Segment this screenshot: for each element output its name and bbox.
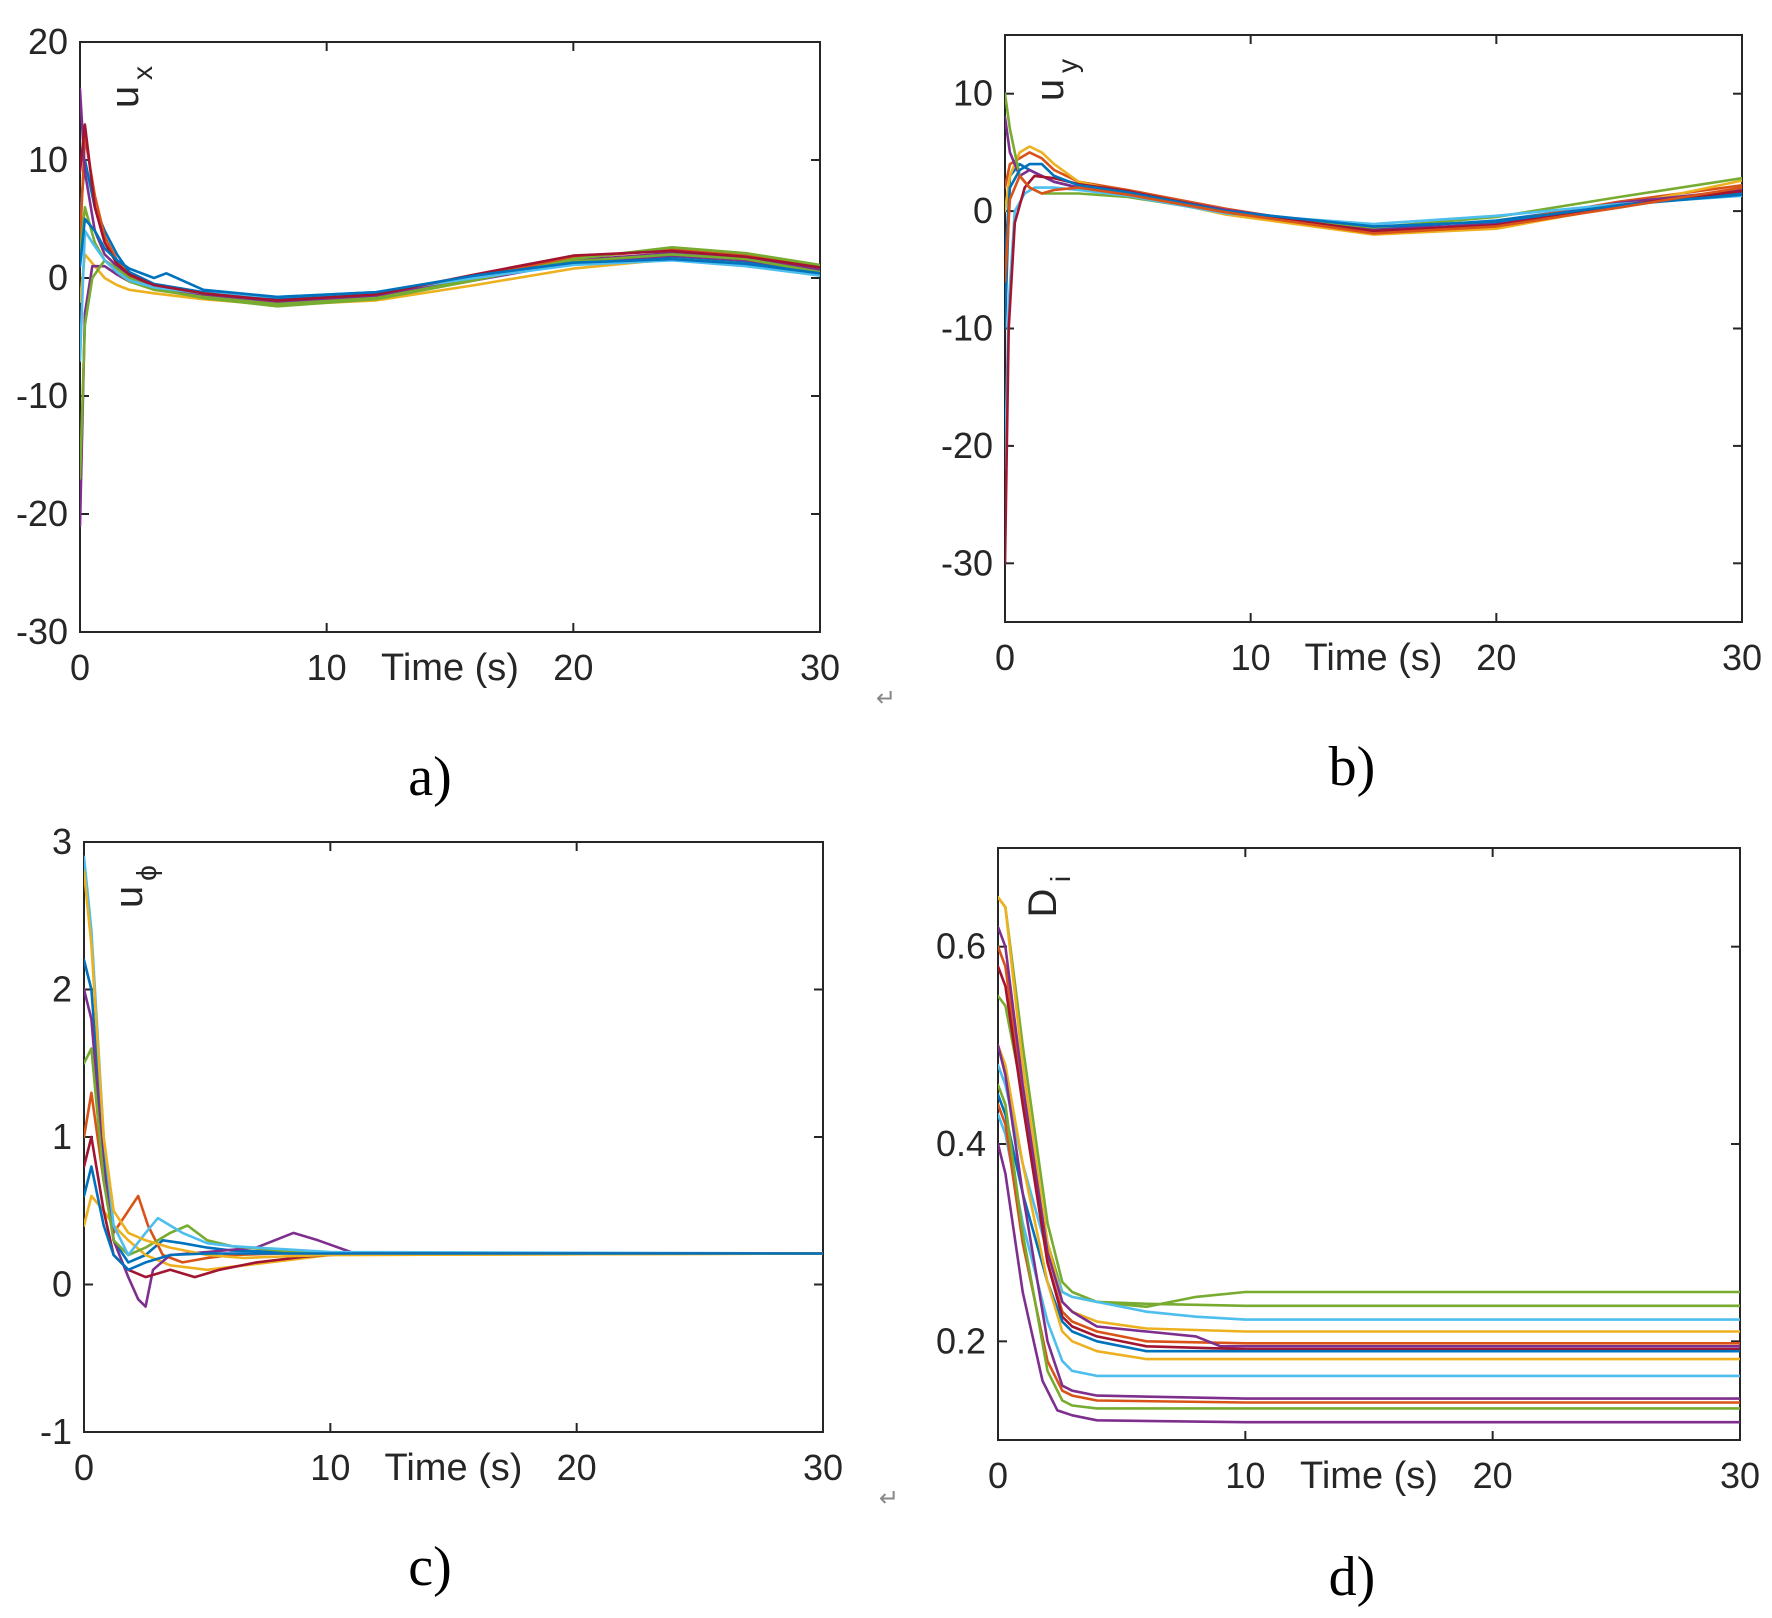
x-tick-label: 0 bbox=[988, 1455, 1008, 1496]
y-tick-label: 0.2 bbox=[936, 1320, 986, 1361]
x-tick-label: 30 bbox=[800, 647, 840, 688]
panel-a: 0 10 20 30 20 10 0 -10 -20 -30 Time (s) ux ↵ a) bbox=[16, 21, 896, 808]
y-axis-label-subscript: x bbox=[127, 66, 158, 80]
x-tick-label: 30 bbox=[1720, 1455, 1760, 1496]
x-axis-label: Time (s) bbox=[1300, 1455, 1438, 1497]
series-line-8 bbox=[84, 870, 823, 1260]
x-axis-label: Time (s) bbox=[1305, 637, 1443, 679]
y-axis-label-main: u bbox=[1028, 79, 1072, 101]
series-line-4 bbox=[84, 988, 823, 1308]
y-tick-label: 0 bbox=[52, 1264, 72, 1305]
series-line-7 bbox=[80, 205, 820, 306]
series-line-9 bbox=[998, 1044, 1740, 1361]
y-axis-label: ux bbox=[103, 66, 158, 108]
y-axis-label: Di bbox=[1021, 876, 1076, 918]
series-line-8 bbox=[998, 1093, 1740, 1353]
plot-frame bbox=[83, 841, 824, 1433]
y-tick-label: -20 bbox=[16, 493, 68, 534]
y-tick-label: 10 bbox=[953, 73, 993, 114]
x-tick-label: 30 bbox=[803, 1447, 843, 1488]
x-tick-label: 30 bbox=[1722, 637, 1762, 678]
series-line-9 bbox=[80, 123, 820, 302]
y-tick-label: -30 bbox=[16, 611, 68, 652]
x-axis-label: Time (s) bbox=[381, 647, 519, 689]
panel-caption: d) bbox=[1329, 1546, 1376, 1608]
y-tick-label: 0 bbox=[48, 257, 68, 298]
series-line-10 bbox=[80, 217, 820, 299]
series-line-5 bbox=[84, 1047, 823, 1257]
series-group bbox=[1005, 92, 1742, 565]
x-tick-label: 10 bbox=[310, 1447, 350, 1488]
y-tick-label: -20 bbox=[941, 425, 993, 466]
y-axis-label-main: D bbox=[1021, 889, 1065, 918]
y-tick-label: 1 bbox=[52, 1116, 72, 1157]
y-tick-label: -1 bbox=[40, 1411, 72, 1452]
series-line-9 bbox=[1005, 174, 1742, 283]
y-axis-label-subscript: y bbox=[1052, 59, 1083, 73]
panel-caption: b) bbox=[1329, 736, 1376, 798]
y-tick-label: -10 bbox=[16, 375, 68, 416]
series-line-6 bbox=[1005, 186, 1742, 471]
series-line-7 bbox=[998, 965, 1740, 1351]
y-tick-label: 10 bbox=[28, 139, 68, 180]
series-group bbox=[998, 895, 1740, 1424]
y-tick-label: 0.4 bbox=[936, 1123, 986, 1164]
x-tick-label: 10 bbox=[307, 647, 347, 688]
y-axis-label-subscript: ϕ bbox=[131, 865, 162, 881]
y-axis-label-main: u bbox=[107, 886, 151, 908]
y-tick-label: 0 bbox=[973, 190, 993, 231]
series-line-3 bbox=[84, 1194, 823, 1272]
series-group bbox=[84, 855, 823, 1308]
panel-b: 0 10 20 30 10 0 -10 -20 -30 Time (s) uy b) bbox=[941, 34, 1762, 798]
x-tick-label: 20 bbox=[1473, 1455, 1513, 1496]
series-line-5 bbox=[998, 945, 1740, 1345]
x-tick-label: 10 bbox=[1225, 1455, 1265, 1496]
x-tick-label: 0 bbox=[70, 647, 90, 688]
panel-d: 0 10 20 30 0.6 0.4 0.2 Time (s) Di d) bbox=[936, 847, 1760, 1608]
y-axis-label-subscript: i bbox=[1045, 876, 1076, 882]
return-mark: ↵ bbox=[879, 1485, 899, 1512]
y-axis-label: uϕ bbox=[107, 865, 162, 908]
panel-caption: a) bbox=[408, 746, 452, 808]
series-line-3 bbox=[1005, 145, 1742, 236]
plot-frame bbox=[1004, 34, 1743, 623]
y-tick-label: 2 bbox=[52, 969, 72, 1010]
series-line-6 bbox=[998, 925, 1740, 1348]
y-tick-label: -10 bbox=[941, 308, 993, 349]
y-axis-label: uy bbox=[1028, 59, 1083, 101]
x-tick-label: 0 bbox=[995, 637, 1015, 678]
panel-caption: c) bbox=[408, 1536, 452, 1598]
y-axis-label-main: u bbox=[103, 86, 147, 108]
x-tick-label: 20 bbox=[1476, 637, 1516, 678]
x-tick-label: 0 bbox=[74, 1447, 94, 1488]
series-line-9 bbox=[84, 1165, 823, 1272]
return-mark: ↵ bbox=[876, 685, 896, 712]
series-line-14 bbox=[998, 1142, 1740, 1424]
x-tick-label: 10 bbox=[1231, 637, 1271, 678]
x-tick-label: 20 bbox=[557, 1447, 597, 1488]
plot-frame bbox=[79, 41, 821, 633]
y-tick-label: -30 bbox=[941, 542, 993, 583]
series-line-8 bbox=[1005, 162, 1742, 260]
y-tick-label: 20 bbox=[28, 21, 68, 62]
series-group bbox=[80, 87, 820, 528]
x-tick-label: 20 bbox=[553, 647, 593, 688]
y-tick-label: 0.6 bbox=[936, 926, 986, 967]
x-axis-label: Time (s) bbox=[385, 1447, 523, 1489]
series-line-11 bbox=[998, 1044, 1740, 1400]
series-line-13 bbox=[998, 1083, 1740, 1410]
series-line-12 bbox=[998, 1103, 1740, 1404]
y-tick-label: 3 bbox=[52, 821, 72, 862]
